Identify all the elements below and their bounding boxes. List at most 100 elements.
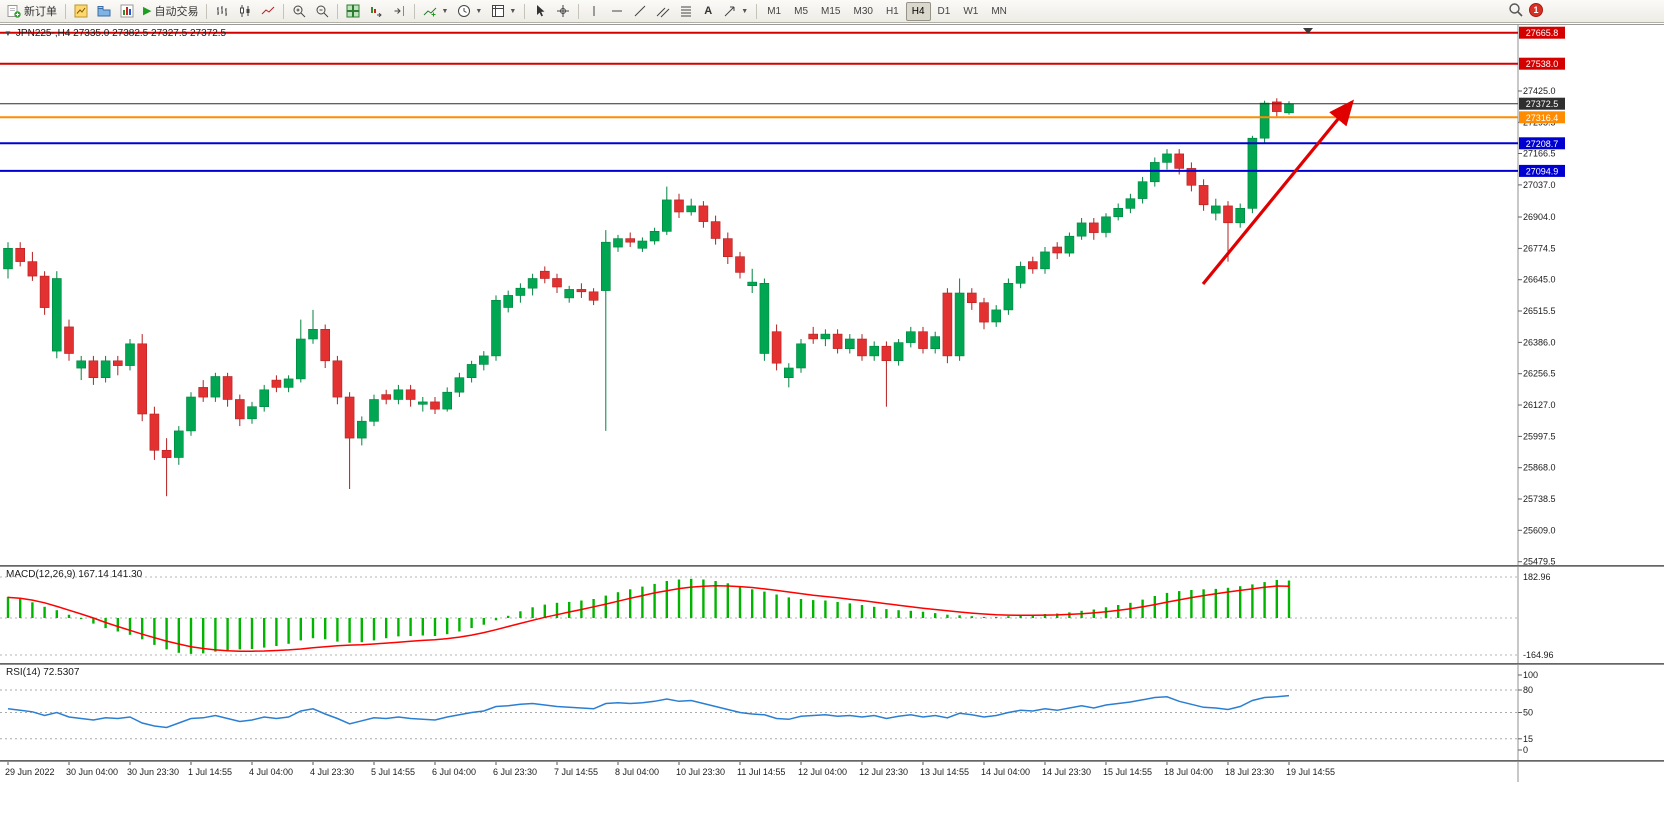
- chart-shift-icon: [394, 6, 405, 16]
- toolbar-separator: [65, 3, 66, 19]
- timeframe-button-m15[interactable]: M15: [821, 5, 841, 17]
- trendline-tool-button[interactable]: [629, 2, 651, 21]
- fibonacci-tool-button[interactable]: [675, 2, 697, 21]
- candlestick-chart[interactable]: 27425.027295.527166.527037.026904.026774…: [0, 25, 1664, 567]
- timeframe-button-m30[interactable]: M30: [853, 5, 873, 17]
- toolbar-right-tools: 1: [1508, 2, 1543, 17]
- svg-text:27208.7: 27208.7: [1526, 139, 1559, 149]
- svg-text:14 Jul 23:30: 14 Jul 23:30: [1042, 767, 1091, 777]
- svg-text:27372.5: 27372.5: [1526, 99, 1559, 109]
- svg-text:100: 100: [1523, 670, 1538, 680]
- time-axis-labels: 29 Jun 2022 30 Jun 04:00 30 Jun 23:30 1 Jul…: [0, 762, 1664, 782]
- panel-splitter[interactable]: [0, 565, 1664, 567]
- svg-text:14 Jul 04:00: 14 Jul 04:00: [981, 767, 1030, 777]
- market-watch-button[interactable]: [116, 2, 138, 21]
- bar-chart-icon: [217, 6, 228, 16]
- svg-text:27037.0: 27037.0: [1523, 180, 1556, 190]
- time-axis[interactable]: 29 Jun 2022 30 Jun 04:00 30 Jun 23:30 1 Jul…: [0, 762, 1664, 782]
- zoom-out-button[interactable]: [311, 2, 333, 21]
- indicators-button[interactable]: ▼: [419, 2, 452, 21]
- svg-text:0: 0: [1523, 745, 1528, 755]
- horizontal-line-tool-button[interactable]: [606, 2, 628, 21]
- autotrading-label: 自动交易: [154, 6, 199, 18]
- timeframe-button-h4[interactable]: H4: [905, 1, 931, 21]
- svg-text:25609.0: 25609.0: [1523, 525, 1556, 535]
- channel-tool-button[interactable]: [652, 2, 674, 21]
- timeframe-button-m1[interactable]: M1: [767, 5, 782, 17]
- rsi-chart[interactable]: 100 80 50 15 0: [0, 665, 1664, 760]
- horizontal-line-icon: [612, 10, 623, 12]
- vertical-line-tool-button[interactable]: [583, 2, 605, 21]
- bar-chart-button[interactable]: [211, 2, 233, 21]
- fibonacci-icon: [681, 6, 692, 17]
- auto-scroll-button[interactable]: [365, 2, 387, 21]
- svg-text:19 Jul 14:55: 19 Jul 14:55: [1286, 767, 1335, 777]
- timeframe-button-d1[interactable]: D1: [937, 5, 951, 17]
- symbol-ohlc-text: JPN225-,H4 27335.0 27382.5 27327.5 27372…: [15, 28, 227, 39]
- crosshair-icon: [557, 5, 570, 17]
- clock-icon: [458, 5, 471, 17]
- profiles-button[interactable]: [93, 2, 115, 21]
- svg-text:13 Jul 14:55: 13 Jul 14:55: [920, 767, 969, 777]
- macd-label: MACD(12,26,9) 167.14 141.30: [6, 569, 143, 580]
- svg-text:27538.0: 27538.0: [1526, 59, 1559, 69]
- macd-panel[interactable]: MACD(12,26,9) 167.14 141.30 182.96 -164.9…: [0, 567, 1664, 663]
- new-chart-button[interactable]: [70, 2, 92, 21]
- timeframe-button-m5[interactable]: M5: [794, 5, 809, 17]
- profiles-icon: [97, 6, 111, 17]
- svg-text:26515.5: 26515.5: [1523, 306, 1556, 316]
- svg-text:26645.0: 26645.0: [1523, 275, 1556, 285]
- svg-text:12 Jul 04:00: 12 Jul 04:00: [798, 767, 847, 777]
- zoom-in-button[interactable]: [288, 2, 310, 21]
- templates-button[interactable]: ▼: [487, 2, 520, 21]
- svg-text:27166.5: 27166.5: [1523, 149, 1556, 159]
- svg-text:6 Jul 23:30: 6 Jul 23:30: [493, 767, 537, 777]
- macd-chart[interactable]: 182.96 -164.96: [0, 567, 1664, 663]
- indicators-icon: [424, 7, 437, 17]
- panel-splitter[interactable]: [0, 663, 1664, 665]
- timeframe-button-w1[interactable]: W1: [963, 5, 979, 17]
- svg-text:27665.8: 27665.8: [1526, 28, 1559, 38]
- search-icon[interactable]: [1508, 2, 1523, 17]
- svg-text:15 Jul 14:55: 15 Jul 14:55: [1103, 767, 1152, 777]
- templates-icon: [492, 5, 505, 17]
- chart-header: ▼ JPN225-,H4 27335.0 27382.5 27327.5 273…: [4, 28, 226, 39]
- cursor-button[interactable]: [529, 2, 551, 21]
- chevron-down-icon: ▼: [475, 7, 483, 15]
- svg-text:30 Jun 23:30: 30 Jun 23:30: [127, 767, 179, 777]
- trendline-icon: [634, 5, 646, 17]
- notification-badge[interactable]: 1: [1529, 2, 1543, 17]
- svg-text:-164.96: -164.96: [1523, 650, 1554, 660]
- autotrading-button[interactable]: ▶ 自动交易: [139, 2, 202, 21]
- svg-text:26386.0: 26386.0: [1523, 337, 1556, 347]
- svg-text:7 Jul 14:55: 7 Jul 14:55: [554, 767, 598, 777]
- new-chart-icon: [74, 4, 88, 18]
- market-watch-icon: [120, 4, 134, 18]
- svg-text:26774.5: 26774.5: [1523, 243, 1556, 253]
- timeframe-button-h1[interactable]: H1: [885, 5, 899, 17]
- toolbar-separator: [283, 3, 285, 19]
- text-tool-button[interactable]: A: [698, 2, 718, 21]
- svg-text:18 Jul 04:00: 18 Jul 04:00: [1164, 767, 1213, 777]
- candlestick-chart-button[interactable]: [234, 2, 256, 21]
- zoom-out-icon: [316, 5, 329, 18]
- one-click-trading-arrow[interactable]: ▼: [4, 29, 12, 38]
- rsi-panel[interactable]: RSI(14) 72.5307 100 80 50 15 0: [0, 665, 1664, 760]
- svg-text:1 Jul 14:55: 1 Jul 14:55: [188, 767, 232, 777]
- svg-text:11 Jul 14:55: 11 Jul 14:55: [737, 767, 785, 777]
- svg-text:25738.5: 25738.5: [1523, 494, 1556, 504]
- chart-shift-button[interactable]: [388, 2, 410, 21]
- panel-splitter[interactable]: [0, 760, 1664, 762]
- crosshair-button[interactable]: [552, 2, 574, 21]
- cursor-icon: [537, 5, 545, 17]
- timeframe-button-mn[interactable]: MN: [991, 5, 1007, 17]
- price-chart-panel[interactable]: ▼ JPN225-,H4 27335.0 27382.5 27327.5 273…: [0, 24, 1664, 567]
- vertical-line-icon: [593, 6, 595, 16]
- new-order-button[interactable]: 新订单: [3, 2, 61, 21]
- svg-text:27094.9: 27094.9: [1526, 166, 1559, 176]
- line-chart-button[interactable]: [257, 2, 279, 21]
- periods-button[interactable]: ▼: [453, 2, 486, 21]
- arrows-tool-button[interactable]: ▼: [719, 2, 752, 21]
- tile-windows-button[interactable]: [342, 2, 364, 21]
- toolbar-separator: [578, 3, 580, 19]
